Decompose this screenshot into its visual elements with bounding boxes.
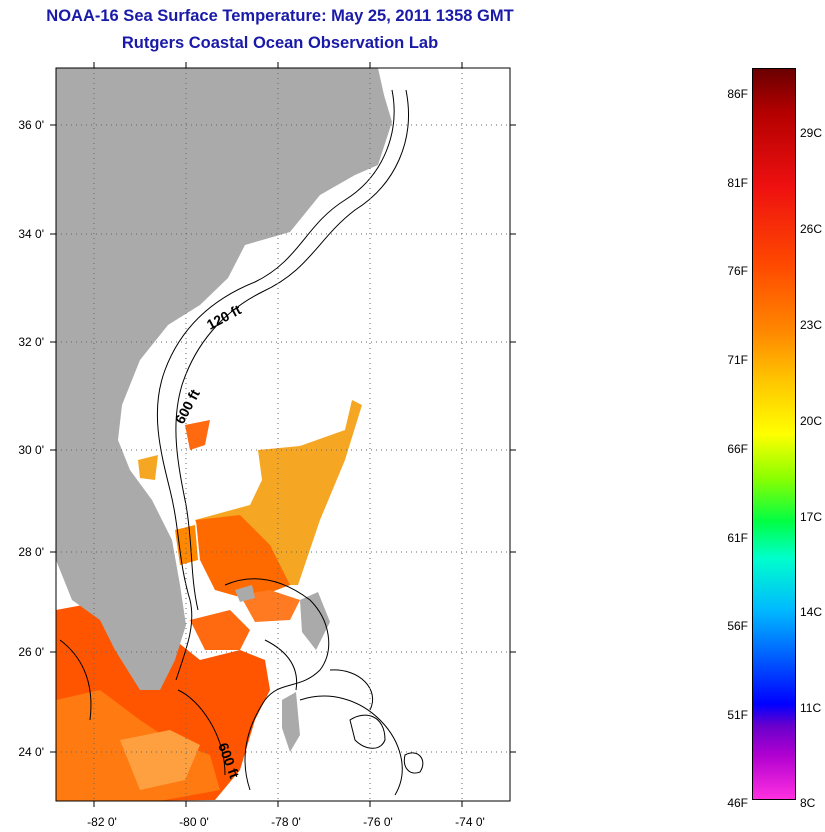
colorbar-label-c: 17C [800, 510, 823, 524]
temperature-colorbar [752, 68, 796, 800]
lon-label: -82 0' [87, 815, 117, 829]
lat-label: 36 0' [18, 118, 44, 132]
graticule [56, 68, 510, 801]
colorbar-label-c: 8C [800, 796, 816, 810]
colorbar-label-c: 11C [800, 701, 822, 715]
lat-label: 26 0' [18, 645, 44, 659]
colorbar-label-f: 66F [727, 442, 748, 456]
colorbar-label-f: 61F [727, 531, 748, 545]
map-frame [55, 67, 511, 802]
colorbar-label-c: 20C [800, 414, 823, 428]
lon-label: -76 0' [363, 815, 393, 829]
depth-contours [59, 89, 424, 796]
lon-label: -74 0' [455, 815, 485, 829]
land-mass [56, 68, 392, 690]
colorbar-label-f: 46F [727, 796, 748, 810]
colorbar-label-f: 86F [727, 87, 748, 101]
colorbar-label-c: 23C [800, 318, 823, 332]
map-subtitle: Rutgers Coastal Ocean Observation Lab [121, 34, 439, 52]
lat-label: 34 0' [18, 227, 44, 241]
colorbar-label-f: 71F [727, 353, 748, 367]
colorbar-label-f: 81F [727, 176, 748, 190]
colorbar-label-f: 51F [727, 708, 748, 722]
colorbar-label-c: 14C [800, 605, 823, 619]
colorbar-label-c: 29C [800, 126, 823, 140]
axis-ticks [50, 62, 516, 807]
map-title: NOAA-16 Sea Surface Temperature: May 25,… [46, 7, 514, 25]
lat-label: 32 0' [18, 335, 44, 349]
lon-label: -80 0' [179, 815, 209, 829]
lat-label: 30 0' [18, 443, 44, 457]
colorbar-label-c: 26C [800, 222, 823, 236]
colorbar-label-f: 56F [727, 619, 748, 633]
lat-label: 28 0' [18, 545, 44, 559]
lat-label: 24 0' [18, 745, 44, 759]
sst-data-patches [56, 400, 362, 801]
colorbar-label-f: 76F [727, 264, 748, 278]
lon-label: -78 0' [271, 815, 301, 829]
island-shapes [235, 585, 330, 752]
